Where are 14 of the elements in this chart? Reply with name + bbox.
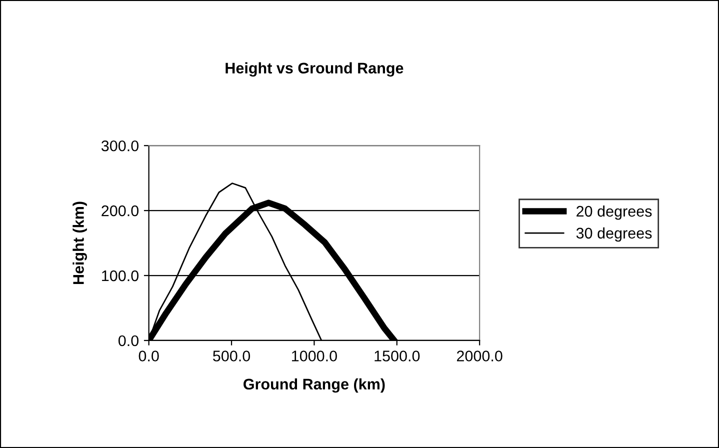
x-tick-label: 1500.0 — [374, 350, 420, 362]
y-tick-label: 200.0 — [102, 205, 139, 216]
x-axis-title: Ground Range (km) — [244, 378, 385, 393]
y-tick-label: 300.0 — [101, 140, 139, 152]
x-tick-label: 1000.0 — [292, 350, 337, 362]
x-tick-label: 500.0 — [213, 350, 250, 362]
x-tick-label: 0.0 — [138, 350, 159, 362]
x-tick-label: 2000.0 — [456, 350, 502, 362]
y-axis-title: Height (km) — [72, 202, 87, 284]
y-tick-label: 0.0 — [118, 335, 139, 346]
legend-label: 30 degrees — [576, 227, 652, 242]
y-tick-label: 100.0 — [102, 270, 139, 282]
chart-title: Height vs Ground Range — [226, 62, 404, 77]
legend-label: 20 degrees — [576, 205, 652, 220]
